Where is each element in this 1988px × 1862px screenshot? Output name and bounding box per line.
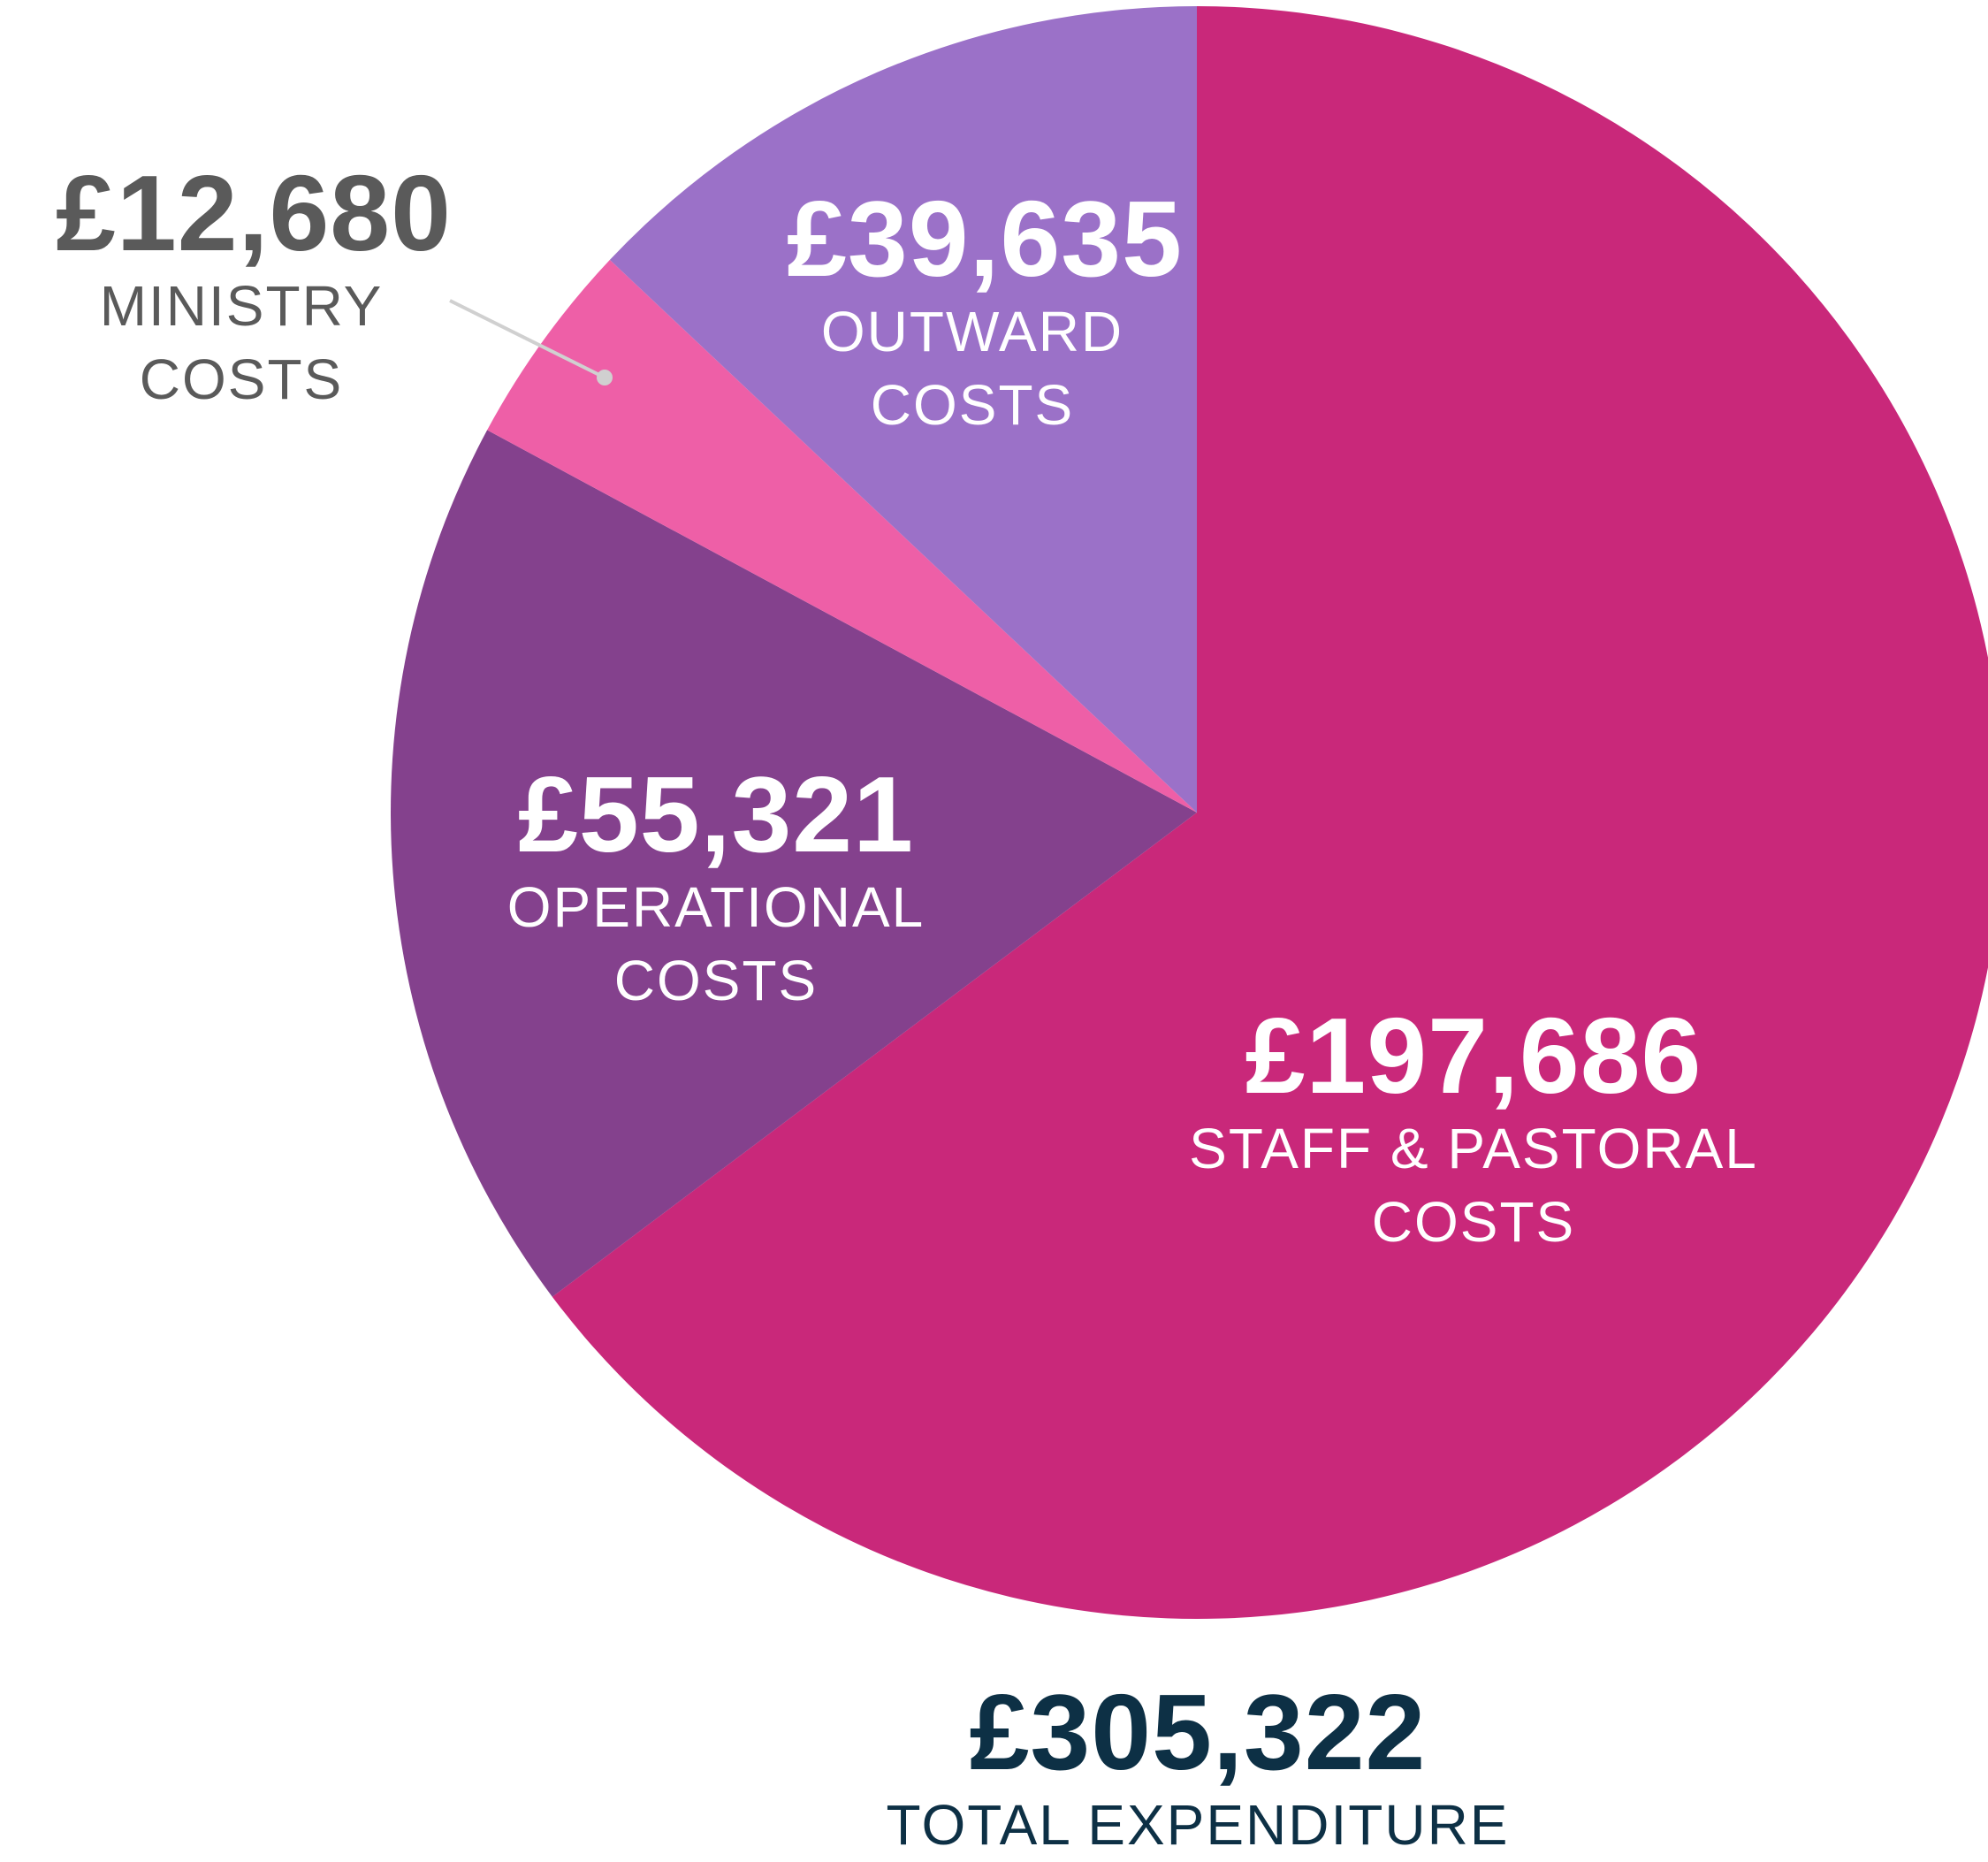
total-block: £305,322 TOTAL EXPENDITURE xyxy=(667,1675,1728,1862)
value-label: £55,321 xyxy=(518,754,914,874)
value-label: £39,635 xyxy=(787,179,1183,299)
pie-slice xyxy=(552,6,1988,1619)
total-label: TOTAL EXPENDITURE xyxy=(886,1793,1510,1858)
slice-label: £55,321 OPERATIONAL COSTS xyxy=(468,758,964,1018)
category-label: STAFF & PASTORAL COSTS xyxy=(1189,1117,1758,1255)
value-label: £197,686 xyxy=(1245,996,1702,1116)
total-value: £305,322 xyxy=(969,1672,1427,1792)
value-label: £12,680 xyxy=(56,153,452,273)
category-label: OUTWARD COSTS xyxy=(820,300,1124,438)
slice-label: £12,680 MINISTRY COSTS xyxy=(56,153,452,416)
leader-dot xyxy=(597,370,613,385)
pie-slice xyxy=(391,430,1197,1297)
leader-line xyxy=(449,299,606,379)
category-label: OPERATIONAL COSTS xyxy=(507,875,925,1013)
slice-label: £39,635 OUTWARD COSTS xyxy=(787,179,1183,442)
slice-label: £197,686 STAFF & PASTORAL COSTS xyxy=(1138,999,1809,1259)
pie-slice xyxy=(609,5,1197,813)
category-label: MINISTRY COSTS xyxy=(99,274,384,412)
pie-slice xyxy=(487,259,1197,813)
